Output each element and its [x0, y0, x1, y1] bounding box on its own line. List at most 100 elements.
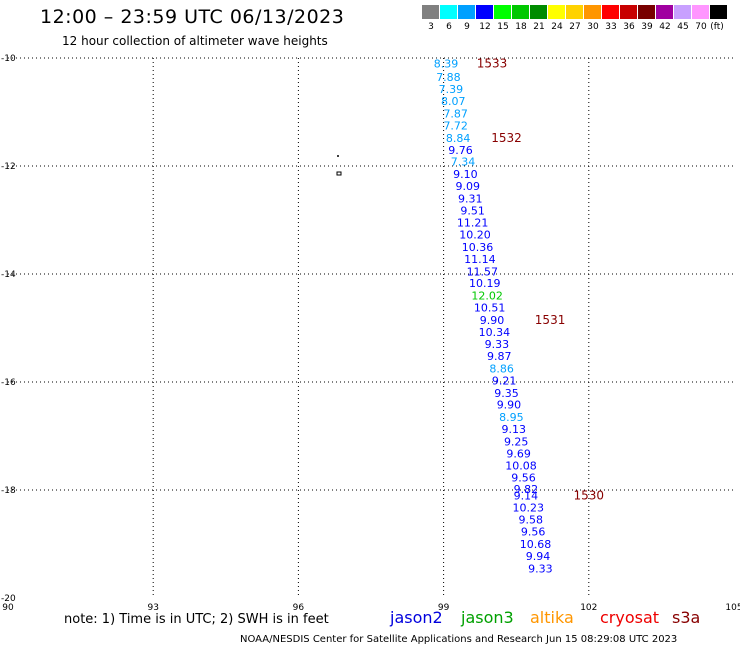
wave-height-label: 8.95 — [499, 411, 524, 424]
scale-label: 42 — [659, 22, 671, 32]
wave-height-label: 9.87 — [487, 350, 512, 363]
wave-height-label: 9.21 — [492, 374, 517, 387]
wave-height-label: 9.13 — [502, 423, 527, 436]
wave-height-label: 10.08 — [505, 460, 537, 473]
scale-swatch — [548, 5, 565, 19]
chart-title: 12:00 – 23:59 UTC 06/13/2023 — [40, 6, 345, 28]
wave-height-label: 9.09 — [456, 180, 481, 193]
wave-height-label: 8.84 — [446, 132, 471, 145]
y-tick-label: -18 — [1, 486, 16, 496]
scale-swatch — [674, 5, 691, 19]
wave-height-label: 10.20 — [459, 229, 491, 242]
y-tick-label: -16 — [1, 378, 16, 388]
x-tick-label: 105 — [725, 603, 740, 613]
scale-swatch — [638, 5, 655, 19]
scale-label: 70 — [695, 22, 707, 32]
pass-time-label: 1532 — [491, 131, 522, 145]
x-tick-label: 99 — [438, 603, 450, 613]
scale-label: 6 — [446, 22, 452, 32]
island-mark — [336, 171, 342, 176]
chart-subtitle: 12 hour collection of altimeter wave hei… — [62, 34, 328, 48]
satellite-altika: altika — [530, 608, 574, 627]
scale-swatch — [710, 5, 727, 19]
wave-height-label: 11.21 — [457, 217, 489, 230]
scale-label: 18 — [515, 22, 527, 32]
wave-height-label: 7.34 — [451, 156, 476, 169]
wave-height-label: 9.90 — [480, 314, 505, 327]
scale-swatch — [692, 5, 709, 19]
wave-height-label: 9.94 — [526, 550, 551, 563]
wave-height-label: 9.56 — [511, 472, 536, 485]
wave-height-label: 7.87 — [443, 108, 468, 121]
wave-height-label: 10.51 — [474, 301, 506, 314]
scale-swatch — [620, 5, 637, 19]
wave-height-label: 10.36 — [462, 241, 494, 254]
scale-swatch — [530, 5, 547, 19]
wave-height-label: 9.10 — [453, 168, 478, 181]
scale-label: 21 — [533, 22, 545, 32]
scale-label: 45 — [677, 22, 689, 32]
wave-height-label: 8.39 — [434, 57, 459, 70]
wave-height-label: 9.58 — [518, 514, 543, 527]
scale-label: 24 — [551, 22, 563, 32]
wave-height-label: 7.39 — [439, 83, 464, 96]
scale-swatch — [476, 5, 493, 19]
wave-height-label: 10.19 — [469, 277, 501, 290]
x-tick-label: 102 — [580, 603, 597, 613]
wave-height-label: 11.57 — [467, 265, 499, 278]
x-tick-label: 93 — [147, 603, 158, 613]
pass-time-label: 1531 — [535, 313, 566, 327]
scale-swatch — [494, 5, 511, 19]
wave-height-label: 9.51 — [460, 204, 485, 217]
wave-height-label: 10.23 — [513, 501, 545, 514]
wave-height-label: 9.25 — [504, 435, 529, 448]
scale-swatch — [422, 5, 439, 19]
wave-height-label: 9.76 — [448, 144, 473, 157]
wave-height-label: 12.02 — [471, 290, 503, 303]
scale-swatch — [440, 5, 457, 19]
scale-label: 3 — [428, 22, 434, 32]
wave-height-label: 9.31 — [458, 192, 483, 205]
units-note: note: 1) Time is in UTC; 2) SWH is in fe… — [64, 612, 329, 627]
wave-height-label: 9.14 — [514, 489, 539, 502]
wave-height-label: 9.33 — [528, 562, 553, 575]
wave-height-label: 7.88 — [436, 71, 461, 84]
scale-swatch — [566, 5, 583, 19]
wave-height-label: 10.34 — [479, 326, 511, 339]
scale-swatch — [602, 5, 619, 19]
wave-height-label: 11.14 — [464, 253, 496, 266]
scale-label: 36 — [623, 22, 635, 32]
scale-label: 30 — [587, 22, 599, 32]
x-tick-label: 90 — [2, 603, 14, 613]
pass-time-label: 1530 — [574, 488, 605, 502]
y-tick-label: -12 — [1, 162, 16, 172]
scale-swatch — [512, 5, 529, 19]
wave-height-label: 9.82 — [514, 483, 539, 496]
y-tick-label: -14 — [1, 270, 16, 280]
scale-label: 15 — [497, 22, 509, 32]
wave-height-label: 7.72 — [443, 120, 468, 133]
wave-height-label: 9.69 — [506, 447, 531, 460]
pass-time-label: 1533 — [477, 56, 508, 70]
scale-unit: (ft) — [710, 22, 724, 32]
wave-height-label: 9.35 — [494, 387, 519, 400]
satellite-jason2: jason2 — [390, 608, 443, 627]
scale-label: 27 — [569, 22, 581, 32]
scale-label: 9 — [464, 22, 470, 32]
satellite-cryosat: cryosat — [600, 608, 660, 627]
wave-height-label: 9.33 — [485, 338, 510, 351]
island-mark — [337, 155, 339, 157]
scale-swatch — [656, 5, 673, 19]
credit-line: NOAA/NESDIS Center for Satellite Applica… — [240, 634, 678, 645]
y-tick-label: -20 — [1, 594, 16, 604]
satellite-jason3: jason3 — [461, 608, 514, 627]
scale-label: 39 — [641, 22, 653, 32]
y-tick-label: -10 — [1, 54, 16, 64]
wave-height-label: 8.86 — [489, 363, 514, 376]
wave-height-label: 10.68 — [520, 538, 552, 551]
satellite-s3a: s3a — [672, 608, 701, 627]
scale-swatch — [458, 5, 475, 19]
wave-height-label: 9.90 — [497, 399, 522, 412]
scale-label: 12 — [479, 22, 491, 32]
